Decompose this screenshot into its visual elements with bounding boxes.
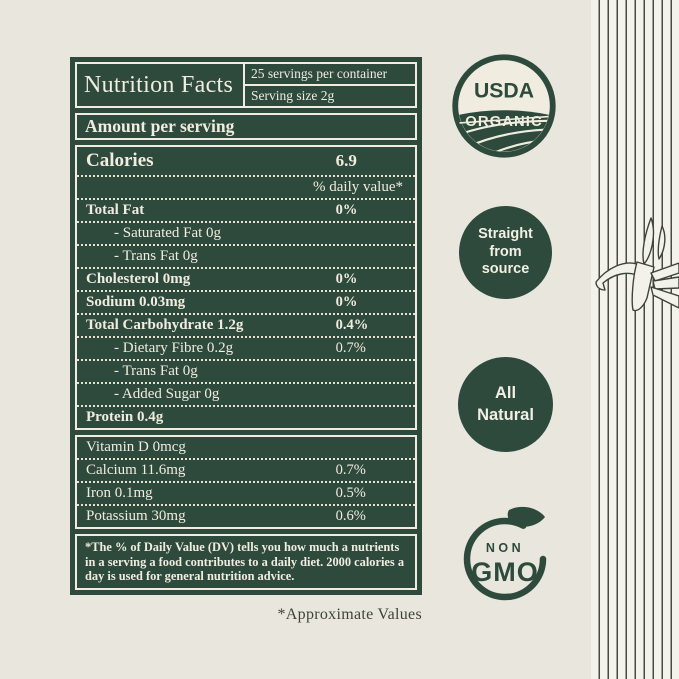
micronutrient-row: Calcium 11.6mg 0.7% xyxy=(77,458,415,481)
daily-value-header: % daily value* xyxy=(77,175,415,198)
calories-row: Calories 6.9 xyxy=(77,147,415,175)
micronutrient-row: Potassium 30mg 0.6% xyxy=(77,504,415,527)
calories-value: 6.9 xyxy=(335,151,357,170)
label-title: Nutrition Facts xyxy=(84,71,234,98)
gmo-text: GMO xyxy=(471,557,539,587)
nutrition-row: - Dietary Fibre 0.2g 0.7% xyxy=(77,336,415,359)
nutrition-row: - Trans Fat 0g xyxy=(77,244,415,267)
nutrition-row: Protein 0.4g xyxy=(77,405,415,428)
nutrition-row: Total Fat 0% xyxy=(77,198,415,221)
usda-text: USDA xyxy=(474,80,534,103)
servings-per-container: 25 servings per container xyxy=(245,64,415,86)
micronutrient-row: Vitamin D 0mcg xyxy=(86,439,186,455)
non-text: NON xyxy=(486,541,524,555)
organic-strike-line xyxy=(459,115,549,124)
serving-size: Serving size 2g xyxy=(251,88,335,103)
micronutrient-section: Vitamin D 0mcg Calcium 11.6mg 0.7% Iron 0… xyxy=(75,435,417,529)
macronutrient-section: Calories 6.9 % daily value* Total Fat 0% … xyxy=(75,145,417,430)
amount-per-serving-bar: Amount per serving xyxy=(75,113,417,140)
nutrition-facts-label: Nutrition Facts 25 servings per containe… xyxy=(70,57,422,595)
nutrition-row: Total Carbohydrate 1.2g 0.4% xyxy=(77,313,415,336)
leaf-icon xyxy=(507,506,545,527)
nutrition-row: Cholesterol 0mg 0% xyxy=(77,267,415,290)
straight-from-source-badge: Straight from source xyxy=(459,206,552,299)
nutrition-row: - Saturated Fat 0g xyxy=(77,221,415,244)
daily-value-footnote: *The % of Daily Value (DV) tells you how… xyxy=(75,534,417,590)
approximate-values-note: *Approximate Values xyxy=(277,606,422,623)
nutrition-row: Sodium 0.03mg 0% xyxy=(77,290,415,313)
bamboo-stripe-panel xyxy=(591,0,679,679)
label-header: Nutrition Facts 25 servings per containe… xyxy=(75,62,417,108)
calories-label: Calories xyxy=(86,150,154,171)
all-natural-badge: All Natural xyxy=(458,357,553,452)
nutrition-row: - Added Sugar 0g xyxy=(77,382,415,405)
organic-text: ORGANIC xyxy=(465,114,542,130)
non-gmo-badge: NON GMO xyxy=(463,506,547,601)
origami-bird-icon xyxy=(595,217,679,312)
nutrition-row: - Trans Fat 0g xyxy=(77,359,415,382)
serving-info: 25 servings per container Serving size 2… xyxy=(243,64,415,106)
usda-organic-badge: USDA ORGANIC xyxy=(452,54,556,158)
micronutrient-row: Iron 0.1mg 0.5% xyxy=(77,481,415,504)
